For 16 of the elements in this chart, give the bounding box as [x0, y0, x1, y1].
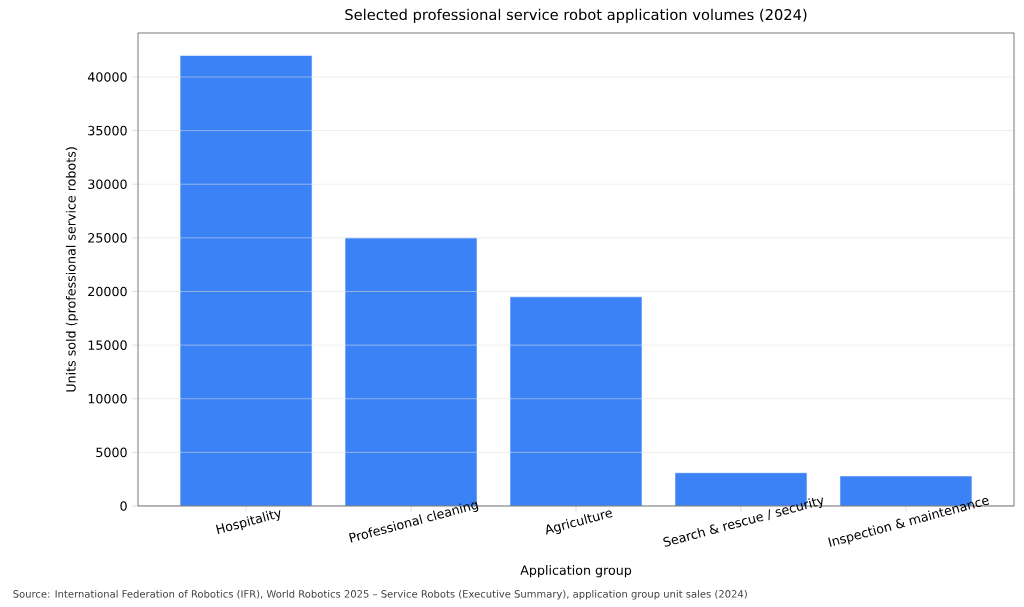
y-tick-label: 35000	[88, 125, 127, 136]
y-tick-label: 30000	[88, 179, 127, 190]
y-tick-label: 5000	[96, 447, 127, 458]
y-tick-label: 10000	[88, 393, 127, 404]
x-tick-label: Search & rescue / security	[663, 497, 823, 547]
bar	[509, 296, 643, 506]
x-axis-title: Application group	[520, 565, 632, 578]
source-note: Source: International Federation of Robotics (IFR), World Robotics 2025 – Service Robots (Executive Summary), application group unit sales (2024)	[13, 589, 747, 600]
bar	[179, 55, 313, 506]
y-axis-title: Units sold (professional service robots)	[65, 147, 79, 392]
y-tick-label: 40000	[87, 72, 127, 82]
chart-title: Selected professional service robot application volumes (2024)	[345, 8, 807, 23]
y-tick-label: 25000	[88, 233, 127, 243]
y-tick-label: 0	[120, 501, 127, 511]
y-tick-label: 15000	[88, 340, 127, 350]
y-tick-label: 20000	[88, 286, 127, 297]
